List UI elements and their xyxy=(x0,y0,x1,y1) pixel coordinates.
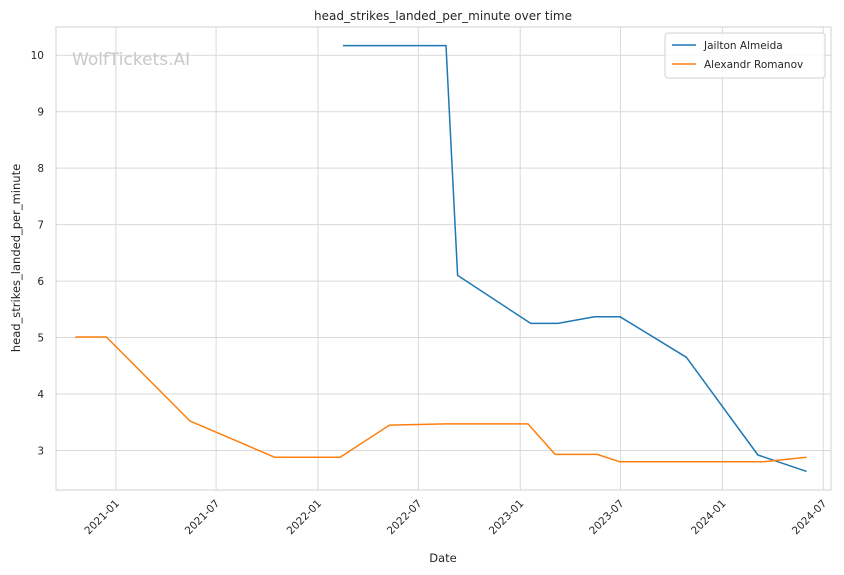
y-tick-label: 5 xyxy=(37,333,44,345)
legend-label: Jailton Almeida xyxy=(703,40,783,52)
x-tick-label: 2022-01 xyxy=(285,498,325,538)
y-tick-label: 9 xyxy=(37,107,44,119)
x-axis-label: Date xyxy=(429,551,457,565)
x-tick-label: 2021-01 xyxy=(82,498,122,538)
x-tick-label: 2023-01 xyxy=(487,498,527,538)
x-tick-label: 2024-01 xyxy=(689,498,729,538)
series-line-jailton-almeida xyxy=(343,44,807,473)
y-tick-label: 3 xyxy=(37,445,44,457)
y-tick-labels: 3 4 5 6 7 8 9 10 xyxy=(31,50,45,457)
series-lines xyxy=(75,44,807,473)
x-tick-labels: 2021-01 2021-07 2022-01 2022-07 2023-01 2023-… xyxy=(82,498,829,538)
plot-frame xyxy=(55,26,832,491)
y-tick-label: 4 xyxy=(37,389,44,401)
series-line-alexandr-romanov xyxy=(75,336,807,463)
x-tick-label: 2024-07 xyxy=(790,498,830,538)
watermark: WolfTickets.AI xyxy=(72,50,190,70)
y-tick-label: 10 xyxy=(31,50,44,62)
legend: Jailton Almeida Alexandr Romanov xyxy=(664,32,826,79)
x-tick-label: 2022-07 xyxy=(385,498,425,538)
x-tick-label: 2021-07 xyxy=(183,498,223,538)
y-tick-label: 6 xyxy=(37,276,44,288)
y-tick-label: 8 xyxy=(37,163,44,175)
grid xyxy=(56,27,831,490)
y-tick-label: 7 xyxy=(37,220,44,232)
legend-box xyxy=(664,32,826,79)
legend-label: Alexandr Romanov xyxy=(704,59,803,71)
x-tick-label: 2023-07 xyxy=(587,498,627,538)
y-axis-label: head_strikes_landed_per_minute xyxy=(9,164,23,352)
chart-title: head_strikes_landed_per_minute over time xyxy=(314,9,572,23)
